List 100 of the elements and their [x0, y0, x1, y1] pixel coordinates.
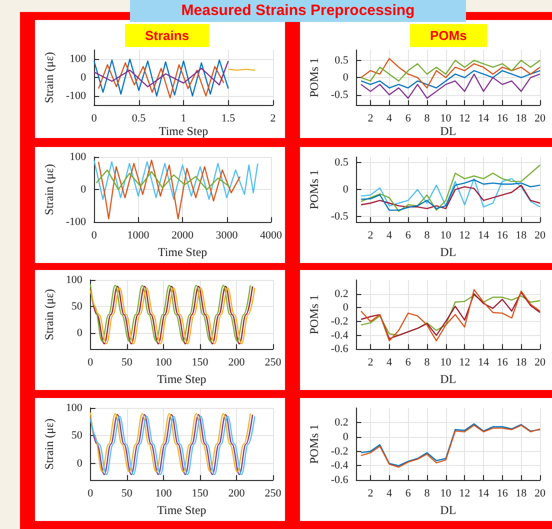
x-tick-label: 4000	[260, 230, 282, 242]
chart-title: Measured Strains Preprocessing	[130, 0, 466, 22]
x-tick-label: 14	[478, 230, 490, 242]
x-tick-label: 8	[424, 230, 430, 242]
x-tick-label: 20	[534, 356, 546, 369]
x-tick-label: 2	[270, 112, 276, 125]
x-tick-label: 12	[459, 112, 470, 125]
x-tick-label: 18	[516, 230, 528, 242]
y-tick-label: -100	[66, 216, 87, 228]
x-tick-label: 50	[121, 356, 133, 369]
x-tick-label: 20	[534, 488, 546, 500]
y-tick-label: 0	[342, 302, 349, 314]
y-axis-title: POMs 1	[307, 170, 321, 210]
x-tick-label: 2	[368, 112, 374, 125]
line-series	[360, 164, 541, 212]
x-tick-label: 14	[478, 112, 490, 125]
y-tick-label: -0.2	[330, 315, 348, 328]
chart-subtitle: Strains	[125, 24, 210, 47]
line-series	[93, 160, 258, 200]
x-tick-label: 6	[405, 112, 412, 125]
x-tick-label: 2	[368, 488, 374, 500]
x-tick-label: 4	[386, 356, 393, 369]
y-tick-label: 0.2	[334, 288, 348, 300]
x-tick-label: 1.5	[221, 112, 236, 125]
x-tick-label: 1000	[127, 230, 150, 242]
x-tick-label: 2	[368, 356, 374, 369]
y-tick-label: -0.2	[330, 445, 348, 458]
x-tick-label: 16	[496, 356, 508, 369]
y-tick-label: 100	[66, 402, 83, 414]
y-tick-label: 0	[76, 457, 83, 470]
y-axis-title: Strain (με)	[42, 288, 56, 340]
y-tick-label: -0.6	[330, 474, 349, 486]
y-tick-label: 0	[80, 72, 87, 84]
y-tick-label: 50	[71, 300, 83, 313]
x-axis-title: Time Step	[157, 503, 206, 517]
x-tick-label: 6	[405, 230, 412, 242]
x-tick-label: 10	[440, 488, 452, 500]
x-tick-label: 150	[192, 356, 209, 369]
line-series	[360, 184, 541, 210]
x-tick-label: 12	[459, 230, 470, 242]
x-tick-label: 0	[91, 230, 98, 242]
x-tick-label: 200	[228, 488, 246, 500]
x-tick-label: 14	[478, 488, 490, 500]
y-tick-label: 0.5	[334, 156, 349, 168]
x-tick-label: 18	[516, 112, 528, 125]
x-axis-title: DL	[440, 124, 456, 138]
line-series	[360, 60, 541, 82]
x-tick-label: 200	[228, 356, 246, 369]
x-tick-label: 2	[368, 230, 374, 242]
x-tick-label: 18	[516, 356, 528, 369]
x-tick-label: 10	[440, 356, 452, 369]
x-tick-label: 0.5	[132, 112, 146, 125]
x-tick-label: 1	[180, 112, 186, 125]
x-tick-label: 100	[155, 488, 172, 500]
y-tick-label: 0	[80, 184, 87, 196]
x-tick-label: 20	[534, 230, 546, 242]
y-tick-label: 100	[70, 151, 87, 163]
x-axis-title: Time Step	[157, 372, 206, 386]
x-tick-label: 100	[155, 356, 172, 369]
x-axis-title: DL	[440, 503, 456, 517]
x-tick-label: 3000	[216, 230, 238, 242]
x-tick-label: 12	[459, 356, 470, 369]
x-tick-label: 4	[386, 488, 393, 500]
chart-subtitle: POMs	[410, 24, 487, 47]
y-axis-title: Strain (με)	[42, 52, 56, 104]
x-tick-label: 6	[405, 356, 412, 369]
y-tick-label: 100	[70, 53, 87, 66]
y-axis-title: Strain (με)	[42, 164, 56, 216]
x-tick-label: 2000	[172, 230, 194, 242]
line-series	[360, 58, 541, 88]
line-series	[98, 160, 241, 220]
x-tick-label: 4	[386, 230, 393, 242]
x-tick-label: 250	[264, 356, 282, 369]
y-tick-label: -0.4	[330, 460, 349, 472]
x-tick-label: 50	[121, 488, 133, 500]
line-series	[360, 74, 541, 99]
x-tick-label: 16	[496, 230, 508, 242]
x-tick-label: 10	[440, 112, 452, 125]
line-series	[93, 60, 229, 88]
line-series	[96, 169, 230, 190]
y-tick-label: -0.6	[330, 343, 349, 356]
y-tick-label: -0.4	[330, 329, 349, 342]
x-tick-label: 20	[534, 112, 546, 125]
y-tick-label: 100	[66, 274, 83, 286]
x-tick-label: 250	[264, 488, 282, 500]
x-tick-label: 10	[440, 230, 452, 242]
x-tick-label: 6	[405, 488, 412, 500]
y-tick-label: 0	[342, 184, 349, 196]
x-tick-label: 4	[386, 112, 393, 125]
y-axis-title: POMs 1	[307, 294, 321, 334]
x-axis-title: Time Step	[158, 124, 208, 138]
y-axis-title: POMs 1	[307, 424, 321, 464]
y-axis-title: Strain (με)	[42, 418, 56, 470]
line-series	[360, 70, 541, 88]
y-tick-label: -0.5	[330, 88, 349, 101]
x-axis-title: DL	[440, 245, 456, 259]
x-tick-label: 8	[424, 112, 430, 125]
y-tick-label: 0	[342, 430, 349, 443]
y-tick-label: -100	[66, 90, 87, 102]
x-axis-title: DL	[440, 372, 456, 386]
